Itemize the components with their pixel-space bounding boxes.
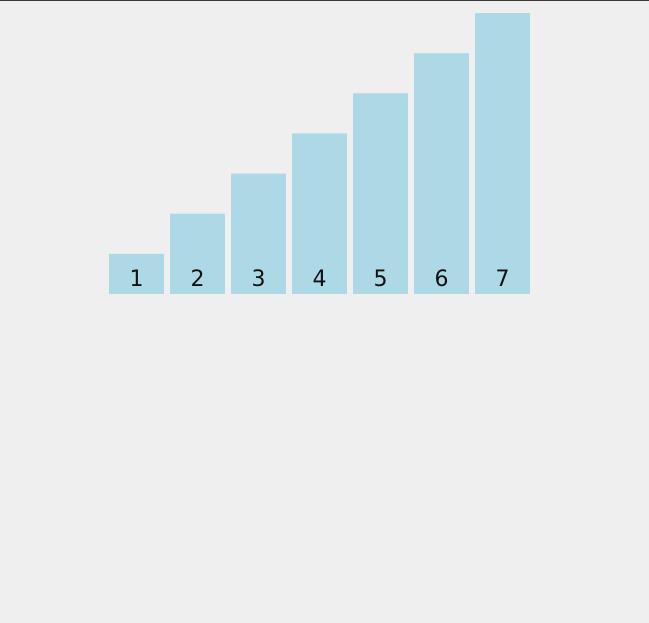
bar-2 bbox=[170, 213, 225, 294]
bar-label-5: 5 bbox=[374, 267, 388, 292]
bars-group bbox=[109, 13, 530, 295]
bar-label-1: 1 bbox=[130, 267, 144, 292]
top-border bbox=[0, 0, 649, 1]
labels-group: 1 2 3 4 5 6 7 bbox=[130, 267, 510, 292]
bar-6 bbox=[414, 53, 469, 295]
bar-1 bbox=[109, 253, 164, 294]
bar-label-7: 7 bbox=[496, 267, 510, 292]
bar-label-2: 2 bbox=[191, 267, 205, 292]
bar-label-3: 3 bbox=[252, 267, 266, 292]
bar-label-4: 4 bbox=[313, 267, 327, 292]
bar-label-6: 6 bbox=[435, 267, 449, 292]
bar-3 bbox=[231, 173, 286, 294]
bar-7 bbox=[475, 13, 530, 294]
bar-4 bbox=[292, 133, 347, 294]
bar-5 bbox=[353, 93, 408, 295]
